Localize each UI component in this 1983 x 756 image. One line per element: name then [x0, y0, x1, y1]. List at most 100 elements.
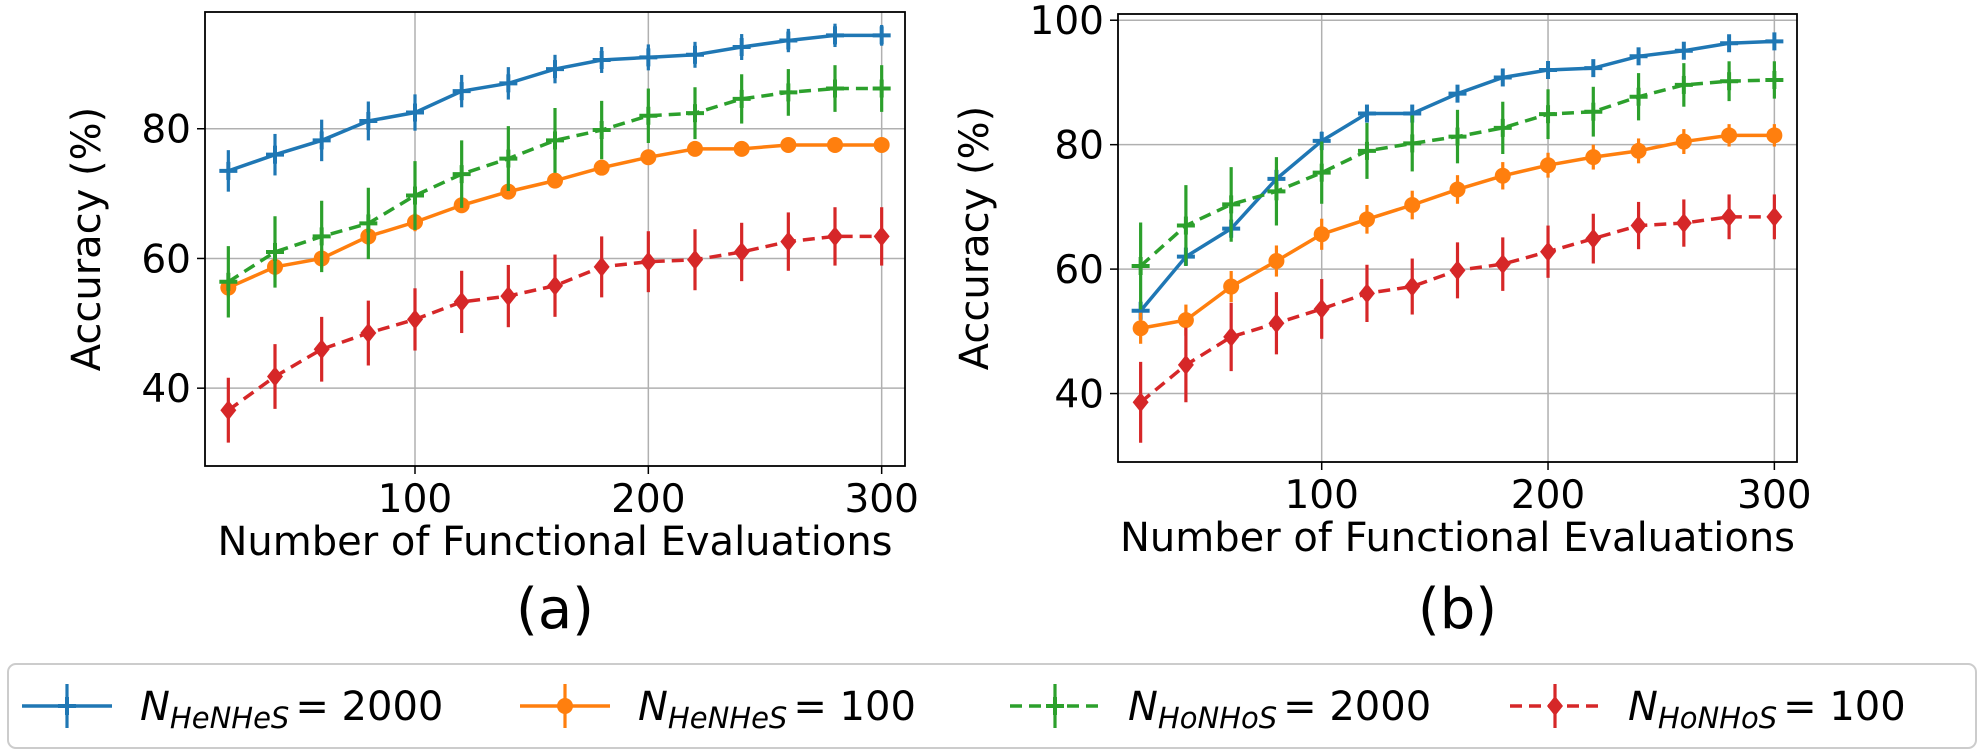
point-he100-6 — [1404, 197, 1421, 214]
point-ho100-10 — [687, 249, 703, 270]
point-ho100-4 — [407, 309, 423, 330]
series-he100 — [1132, 124, 1783, 344]
x-axis-label: Number of Functional Evaluations — [217, 519, 892, 565]
series-he2000 — [219, 23, 891, 192]
point-ho100-13 — [1721, 206, 1738, 227]
point-he100-8 — [593, 159, 610, 176]
series-ho100 — [220, 207, 890, 443]
point-ho100-5 — [453, 291, 470, 312]
point-he100-10 — [687, 140, 703, 157]
legend-label-ho100: NHoNHoS = 100 — [1628, 684, 1906, 735]
point-he100-5 — [1358, 211, 1375, 228]
series-ho2000 — [219, 65, 891, 318]
legend-subscript: HeNHeS — [668, 701, 787, 735]
point-he100-8 — [1494, 167, 1511, 184]
point-ho100-1 — [267, 366, 283, 387]
point-ho100-3 — [1268, 313, 1285, 334]
point-he100-13 — [1721, 127, 1738, 144]
panel-label: (a) — [516, 577, 594, 642]
line-ho2000 — [1139, 78, 1775, 268]
legend-marker-he100 — [557, 698, 573, 714]
point-he100-13 — [827, 136, 843, 153]
xtick-label-2: 300 — [1737, 473, 1811, 518]
chart-panel-a: 100 200 300 40 60 80 Number of Functional Eval… — [64, 11, 919, 642]
point-ho100-11 — [733, 241, 750, 262]
legend-subscript: HoNHoS — [1658, 701, 1777, 735]
legend-frame — [7, 663, 1977, 749]
point-he100-1 — [1177, 312, 1194, 329]
point-ho100-3 — [360, 323, 377, 344]
point-ho100-12 — [780, 231, 797, 252]
ytick-label-1: 60 — [1054, 248, 1104, 293]
point-ho100-5 — [1358, 283, 1375, 304]
xtick-label-2: 300 — [844, 477, 918, 522]
point-ho100-12 — [1675, 213, 1692, 234]
point-he100-7 — [1449, 181, 1466, 198]
axes-frame — [204, 11, 906, 467]
legend-symbol: N — [1628, 684, 1658, 730]
y-axis-label: Accuracy (%) — [952, 106, 998, 371]
point-ho100-14 — [1766, 206, 1783, 227]
point-ho100-13 — [827, 226, 843, 247]
ytick-label-2: 80 — [141, 108, 191, 153]
point-he100-11 — [1630, 142, 1647, 159]
legend-value: = 2000 — [295, 684, 443, 730]
legend-entry-he2000: NHeNHeS = 2000 — [22, 684, 443, 735]
series-ho2000 — [1131, 61, 1784, 310]
line-ho2000 — [227, 86, 882, 284]
point-he100-3 — [1268, 253, 1285, 270]
point-ho100-2 — [313, 339, 330, 360]
point-he100-12 — [1675, 133, 1692, 150]
point-ho100-1 — [1177, 354, 1194, 375]
point-he100-14 — [873, 136, 890, 153]
point-ho100-2 — [1223, 326, 1240, 347]
point-he100-10 — [1585, 149, 1602, 166]
legend-symbol: N — [638, 684, 668, 730]
legend-subscript: HeNHeS — [170, 701, 289, 735]
xtick-label-1: 200 — [611, 477, 685, 522]
xtick-label-0: 100 — [378, 477, 452, 522]
legend-entry-he100: NHeNHeS = 100 — [520, 684, 916, 735]
legend-symbol: N — [1128, 684, 1158, 730]
plot-area — [1131, 32, 1784, 443]
point-ho100-8 — [1494, 254, 1511, 275]
point-ho100-11 — [1630, 215, 1647, 236]
point-ho100-7 — [547, 275, 563, 296]
point-ho100-9 — [1540, 241, 1557, 262]
legend: NHeNHeS = 2000 NHeNHeS = 100 NHoNHoS = 2000 NH… — [7, 663, 1977, 749]
point-he100-4 — [1313, 226, 1330, 243]
x-axis-label: Number of Functional Evaluations — [1120, 515, 1795, 561]
ytick-label-1: 60 — [141, 237, 191, 282]
axes-frame — [1117, 13, 1798, 463]
point-ho100-9 — [640, 251, 657, 272]
series-ho100 — [1132, 194, 1783, 443]
legend-value: = 2000 — [1283, 684, 1431, 730]
legend-label-he100: NHeNHeS = 100 — [638, 684, 916, 735]
point-ho100-10 — [1585, 228, 1602, 249]
legend-value: = 100 — [1783, 684, 1906, 730]
y-axis-label: Accuracy (%) — [64, 107, 110, 372]
point-ho100-0 — [220, 400, 237, 421]
point-he100-0 — [1132, 320, 1149, 337]
ytick-label-0: 40 — [141, 367, 191, 412]
ytick-label-0: 40 — [1054, 373, 1104, 418]
point-he100-12 — [780, 136, 797, 153]
ytick-label-2: 80 — [1054, 124, 1104, 169]
point-he100-9 — [1540, 157, 1557, 174]
xtick-label-0: 100 — [1284, 473, 1358, 518]
point-he100-2 — [1223, 278, 1240, 295]
point-he100-6 — [500, 183, 517, 200]
line-ho100 — [227, 234, 882, 412]
point-he100-9 — [640, 149, 657, 166]
point-ho100-6 — [1404, 276, 1421, 297]
point-ho100-6 — [500, 286, 517, 307]
xtick-label-1: 200 — [1511, 473, 1585, 518]
point-he100-14 — [1766, 127, 1783, 144]
ytick-label-3: 100 — [1030, 0, 1104, 44]
line-he100 — [1140, 133, 1775, 330]
legend-label-ho2000: NHoNHoS = 2000 — [1128, 684, 1431, 735]
panel-label: (b) — [1418, 577, 1497, 642]
point-ho100-4 — [1313, 298, 1330, 319]
